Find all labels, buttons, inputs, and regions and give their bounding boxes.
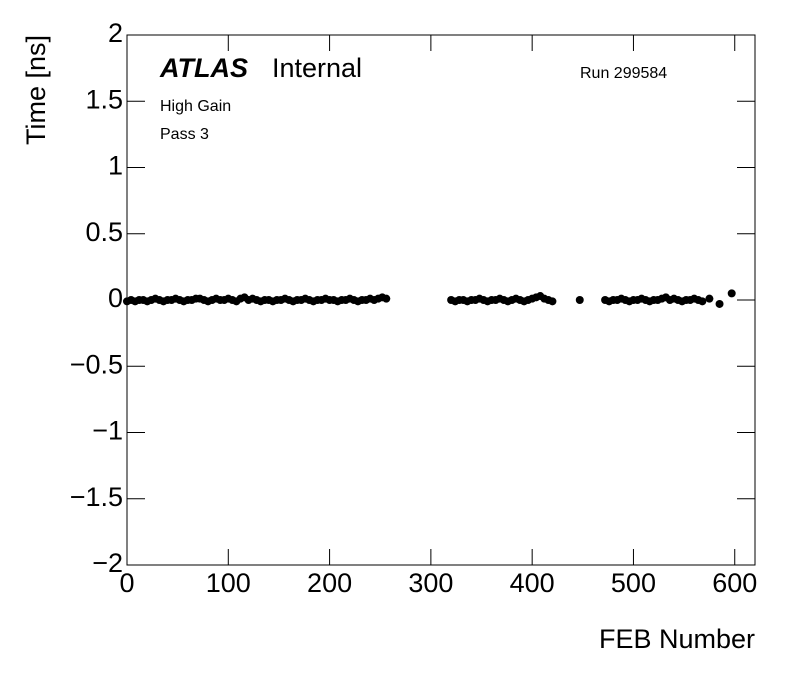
- run-label: Run 299584: [580, 65, 667, 82]
- y-axis-label: Time [ns]: [21, 35, 51, 145]
- y-tick-label: 1: [108, 151, 123, 181]
- x-tick-label: 300: [408, 568, 453, 598]
- y-tick-label: −0.5: [70, 349, 123, 379]
- x-tick-label: 0: [119, 568, 134, 598]
- internal-label: Internal: [272, 53, 362, 83]
- y-tick-label: −1.5: [70, 482, 123, 512]
- y-tick-label: −1: [92, 416, 123, 446]
- x-tick-label: 100: [206, 568, 251, 598]
- pass-label: Pass 3: [160, 126, 209, 143]
- x-tick-label: 200: [307, 568, 352, 598]
- data-point: [705, 294, 714, 303]
- data-point: [727, 289, 736, 298]
- x-tick-label: 500: [611, 568, 656, 598]
- y-tick-label: 0: [108, 283, 123, 313]
- atlas-label: ATLAS: [159, 53, 248, 83]
- x-tick-label: 600: [712, 568, 757, 598]
- data-point: [382, 294, 391, 303]
- data-point: [548, 297, 557, 306]
- data-point: [575, 296, 584, 304]
- y-tick-label: 2: [108, 18, 123, 48]
- gain-label: High Gain: [160, 98, 231, 115]
- x-tick-label: 400: [510, 568, 555, 598]
- y-tick-label: 1.5: [85, 84, 123, 114]
- data-point: [715, 299, 724, 308]
- x-axis-label: FEB Number: [599, 624, 755, 654]
- y-tick-label: −2: [92, 548, 123, 578]
- data-point: [698, 297, 707, 306]
- y-tick-label: 0.5: [85, 217, 123, 247]
